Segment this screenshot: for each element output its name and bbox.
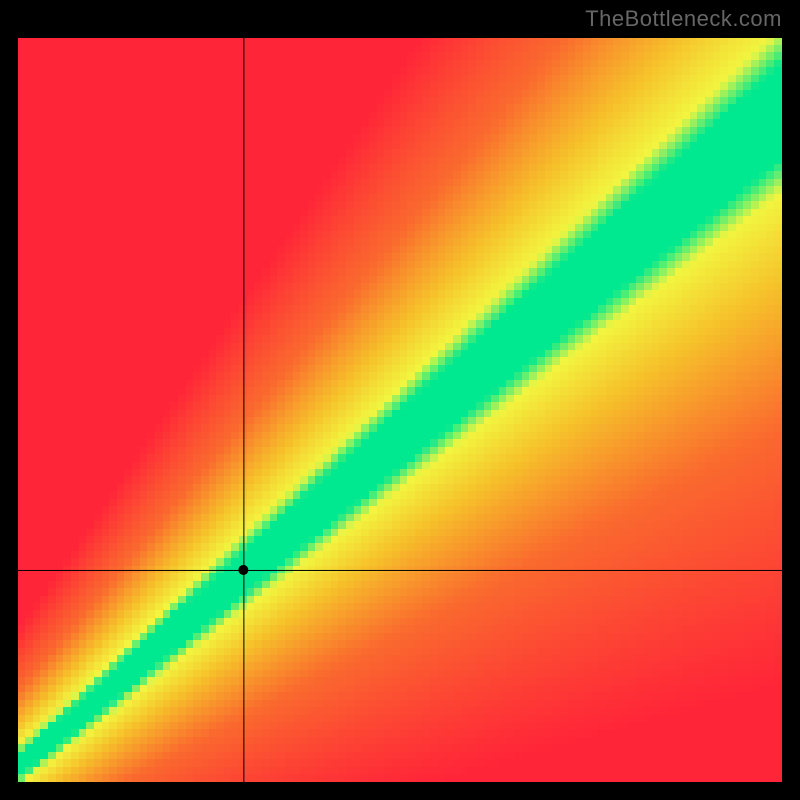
heatmap-canvas (18, 38, 782, 782)
heatmap-chart (18, 38, 782, 782)
watermark-text: TheBottleneck.com (585, 6, 782, 32)
